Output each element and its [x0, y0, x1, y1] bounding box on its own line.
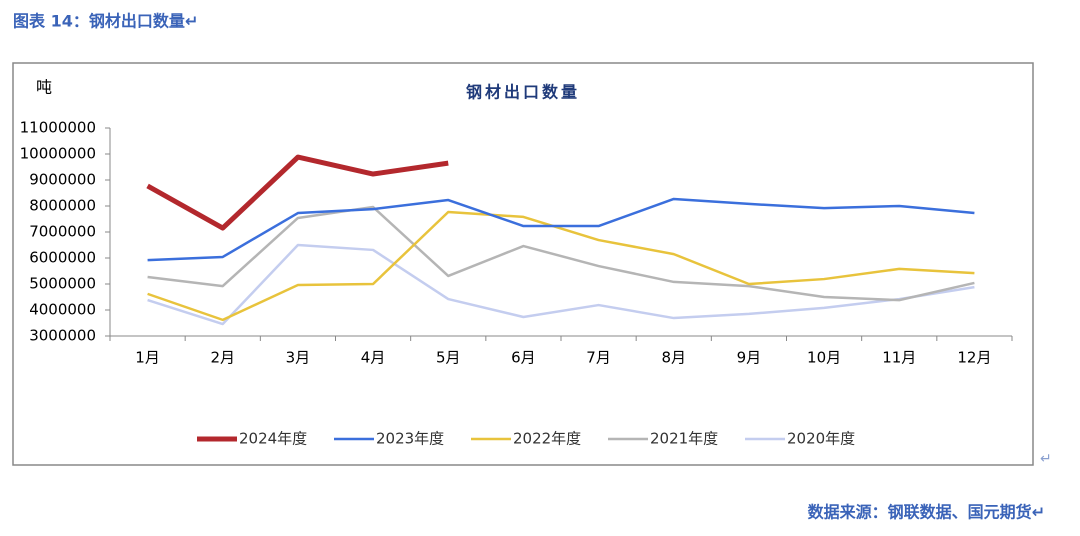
x-tick-label: 8月: [661, 349, 686, 367]
source: 数据来源：钢联数据、国元期货↵: [808, 503, 1045, 522]
legend-label: 2022年度: [513, 430, 581, 448]
y-tick-label: 4000000: [29, 301, 96, 319]
y-tick-label: 8000000: [29, 197, 96, 215]
legend-label: 2023年度: [376, 430, 444, 448]
chart-frame: [12, 62, 1034, 466]
x-tick-label: 4月: [361, 349, 386, 367]
caption: 图表 14：钢材出口数量↵: [13, 12, 198, 31]
chart-title: 钢材出口数量: [466, 83, 580, 102]
series-line: [147, 205, 975, 302]
legend-label: 2021年度: [650, 430, 718, 448]
x-tick-label: 12月: [957, 349, 991, 367]
paragraph-mark: ↵: [1040, 451, 1052, 467]
y-tick-label: 5000000: [29, 275, 96, 293]
y-axis-label: 吨: [36, 78, 52, 97]
y-tick-label: 11000000: [20, 119, 96, 137]
x-tick-label: 9月: [737, 349, 762, 367]
legend-label: 2020年度: [787, 430, 855, 448]
series-line: [147, 197, 975, 262]
y-tick-label: 7000000: [29, 223, 96, 241]
x-tick-label: 1月: [135, 349, 160, 367]
series-line: [147, 243, 975, 326]
x-tick-label: 7月: [586, 349, 611, 367]
y-tick-label: 9000000: [29, 171, 96, 189]
x-tick-label: 5月: [436, 349, 461, 367]
y-tick-label: 3000000: [29, 327, 96, 345]
x-tick-label: 2月: [210, 349, 235, 367]
y-tick-label: 10000000: [20, 145, 96, 163]
x-tick-label: 11月: [882, 349, 916, 367]
legend-label: 2024年度: [239, 430, 307, 448]
series-line: [147, 210, 975, 322]
x-tick-label: 3月: [286, 349, 311, 367]
x-tick-label: 6月: [511, 349, 536, 367]
y-tick-label: 6000000: [29, 249, 96, 267]
x-tick-label: 10月: [807, 349, 841, 367]
series-line: [146, 154, 449, 231]
